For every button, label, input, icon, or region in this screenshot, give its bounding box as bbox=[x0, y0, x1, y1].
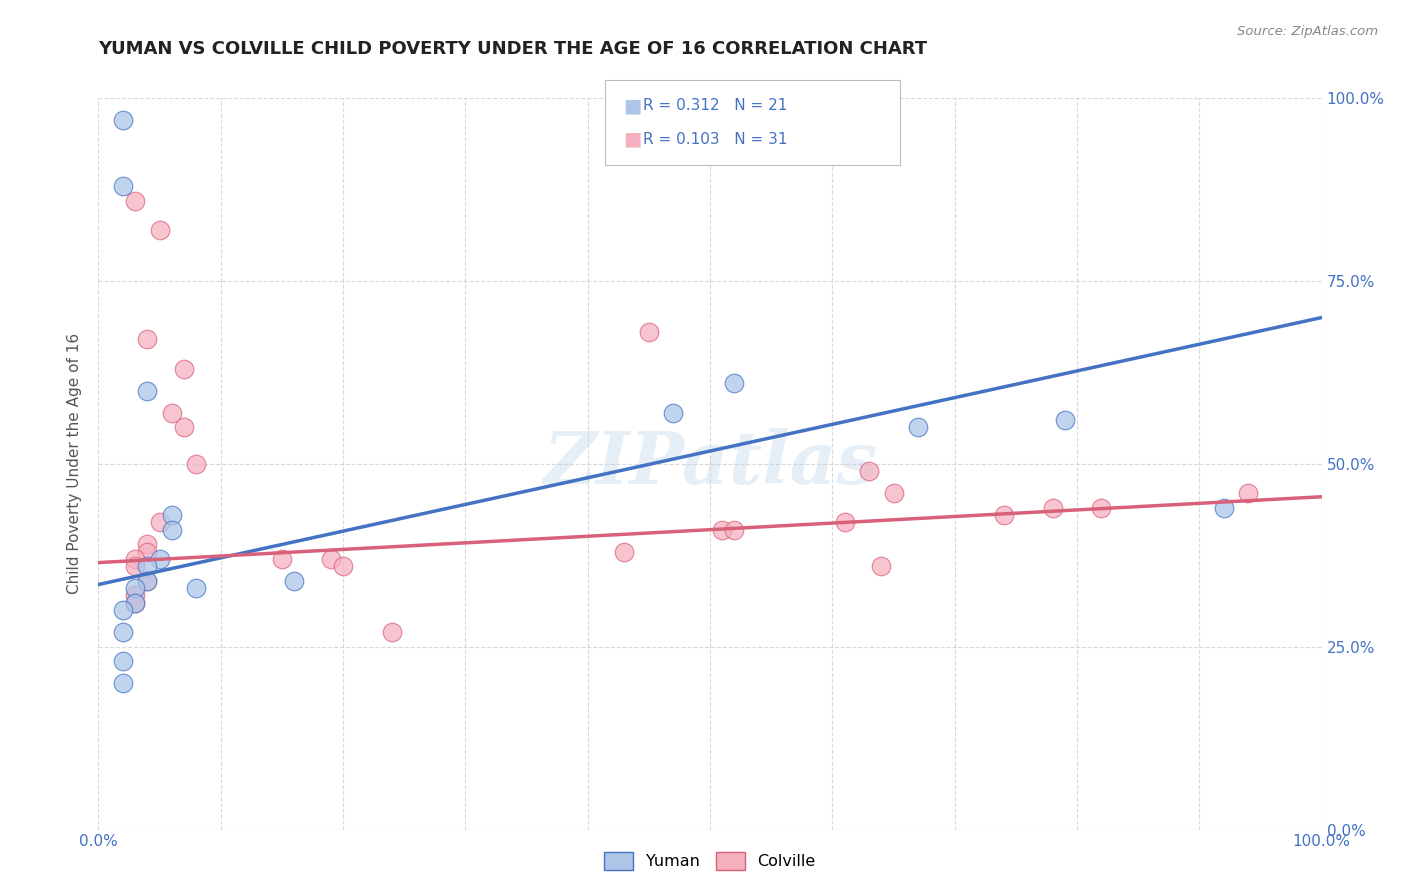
Point bbox=[160, 406, 183, 420]
Text: ■: ■ bbox=[623, 96, 641, 115]
Point bbox=[149, 552, 172, 566]
Text: ■: ■ bbox=[623, 130, 641, 149]
Text: YUMAN VS COLVILLE CHILD POVERTY UNDER THE AGE OF 16 CORRELATION CHART: YUMAN VS COLVILLE CHILD POVERTY UNDER TH… bbox=[98, 40, 928, 58]
Point bbox=[124, 559, 146, 574]
Point bbox=[160, 523, 183, 537]
Point bbox=[723, 376, 745, 391]
Point bbox=[160, 508, 183, 522]
Point bbox=[283, 574, 305, 588]
Point bbox=[662, 406, 685, 420]
Point bbox=[711, 523, 734, 537]
Point bbox=[186, 581, 208, 595]
Point bbox=[111, 178, 134, 193]
Point bbox=[136, 537, 159, 551]
Point bbox=[1053, 413, 1076, 427]
Point bbox=[173, 420, 195, 434]
Point bbox=[111, 603, 134, 617]
Point bbox=[1090, 500, 1112, 515]
Point bbox=[270, 552, 294, 566]
Point bbox=[136, 544, 159, 558]
Point bbox=[136, 574, 159, 588]
Point bbox=[723, 523, 745, 537]
Point bbox=[858, 464, 880, 478]
Point bbox=[381, 625, 404, 640]
Text: ZIPatlas: ZIPatlas bbox=[543, 428, 877, 500]
Point bbox=[638, 325, 661, 339]
Point bbox=[613, 544, 636, 558]
Point bbox=[124, 596, 146, 610]
Point bbox=[124, 581, 146, 595]
Point bbox=[319, 552, 342, 566]
Point bbox=[1212, 500, 1234, 515]
Point bbox=[993, 508, 1015, 522]
Point bbox=[136, 333, 159, 347]
Point bbox=[111, 676, 134, 690]
Point bbox=[111, 625, 134, 640]
Point bbox=[173, 361, 195, 376]
Point bbox=[1237, 486, 1260, 500]
Point bbox=[136, 559, 159, 574]
Point bbox=[124, 194, 146, 208]
Point bbox=[111, 113, 134, 128]
Legend: Yuman, Colville: Yuman, Colville bbox=[598, 846, 823, 877]
Point bbox=[332, 559, 354, 574]
Point bbox=[136, 574, 159, 588]
Point bbox=[124, 589, 146, 603]
Point bbox=[186, 457, 208, 471]
Point bbox=[907, 420, 929, 434]
Point bbox=[149, 516, 172, 530]
Point bbox=[870, 559, 893, 574]
Point bbox=[124, 552, 146, 566]
Text: R = 0.312   N = 21: R = 0.312 N = 21 bbox=[643, 98, 787, 113]
Point bbox=[111, 654, 134, 668]
Point bbox=[149, 223, 172, 237]
Text: Source: ZipAtlas.com: Source: ZipAtlas.com bbox=[1237, 25, 1378, 38]
Point bbox=[124, 596, 146, 610]
Point bbox=[136, 384, 159, 398]
Point bbox=[834, 516, 856, 530]
Text: R = 0.103   N = 31: R = 0.103 N = 31 bbox=[643, 132, 787, 147]
Point bbox=[1042, 500, 1064, 515]
Point bbox=[883, 486, 905, 500]
Y-axis label: Child Poverty Under the Age of 16: Child Poverty Under the Age of 16 bbox=[67, 334, 83, 594]
